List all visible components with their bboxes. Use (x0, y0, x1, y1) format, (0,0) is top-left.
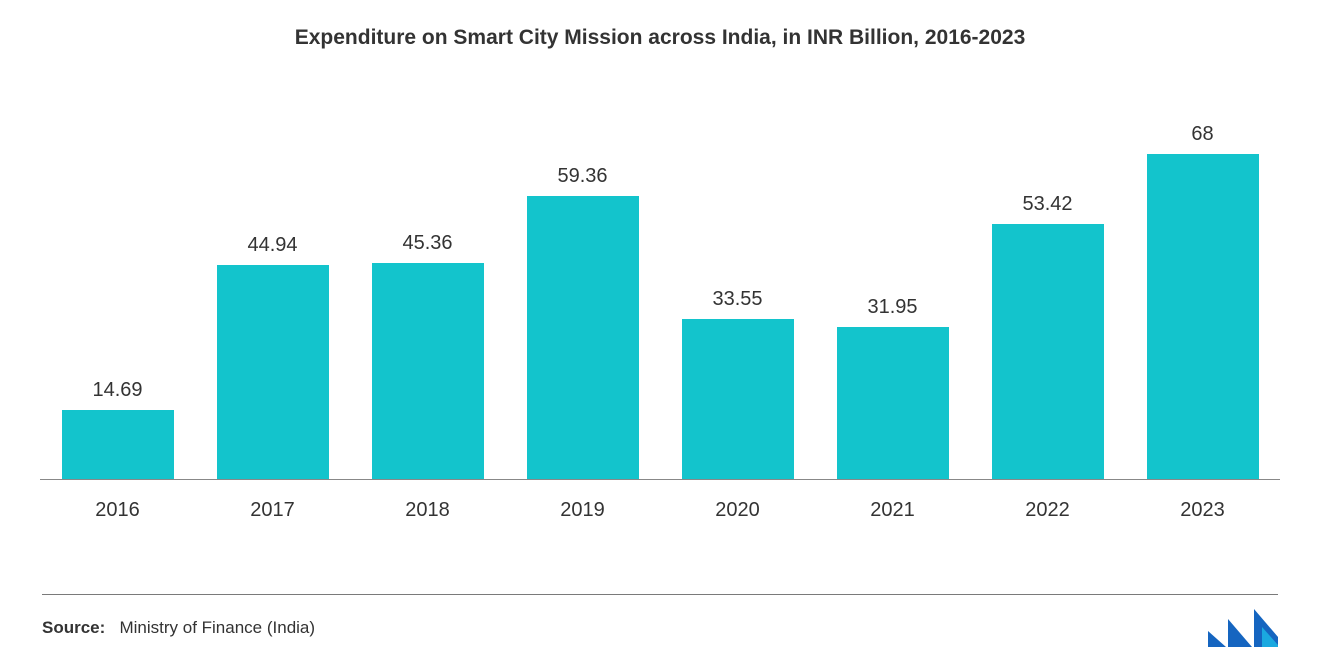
x-axis-line (40, 479, 1280, 480)
bar-rect (527, 196, 639, 480)
source-text: Ministry of Finance (India) (119, 618, 315, 637)
bar-value-label: 44.94 (247, 234, 297, 257)
bar-value-label: 33.55 (712, 288, 762, 311)
chart-title: Expenditure on Smart City Mission across… (40, 26, 1280, 50)
source-attribution: Source: Ministry of Finance (India) (42, 618, 315, 638)
bar-slot: 68 (1127, 110, 1279, 480)
bar-value-label: 45.36 (402, 232, 452, 255)
bar-rect (1147, 154, 1259, 480)
x-axis-label: 2022 (972, 499, 1124, 522)
bar-rect (62, 410, 174, 480)
bar-slot: 14.69 (42, 110, 194, 480)
bar-value-label: 31.95 (867, 296, 917, 319)
x-axis-label: 2016 (42, 499, 194, 522)
bar-slot: 45.36 (352, 110, 504, 480)
chart-plot-area: 14.69 44.94 45.36 59.36 33.55 31.95 53.42 68 20… (40, 110, 1280, 540)
bar-value-label: 53.42 (1022, 193, 1072, 216)
bar-rect (217, 265, 329, 480)
bar-slot: 44.94 (197, 110, 349, 480)
bar-rect (682, 319, 794, 480)
x-axis-label: 2021 (817, 499, 969, 522)
bar-rect (837, 327, 949, 480)
bar-slot: 33.55 (662, 110, 814, 480)
x-axis-label: 2020 (662, 499, 814, 522)
x-axis-labels: 20162017201820192020202120222023 (40, 499, 1280, 522)
bar-rect (372, 263, 484, 480)
bar-slot: 59.36 (507, 110, 659, 480)
x-axis-label: 2017 (197, 499, 349, 522)
x-axis-label: 2019 (507, 499, 659, 522)
bar-rect (992, 224, 1104, 480)
bar-value-label: 68 (1191, 123, 1213, 146)
x-axis-label: 2023 (1127, 499, 1279, 522)
bars-group: 14.69 44.94 45.36 59.36 33.55 31.95 53.42 68 (40, 110, 1280, 480)
bar-slot: 31.95 (817, 110, 969, 480)
bar-slot: 53.42 (972, 110, 1124, 480)
x-axis-label: 2018 (352, 499, 504, 522)
bar-value-label: 14.69 (92, 379, 142, 402)
source-label: Source: (42, 618, 105, 637)
bar-value-label: 59.36 (557, 165, 607, 188)
chart-footer: Source: Ministry of Finance (India) (42, 594, 1278, 647)
brand-logo-icon (1208, 609, 1278, 647)
chart-container: Expenditure on Smart City Mission across… (0, 0, 1320, 665)
